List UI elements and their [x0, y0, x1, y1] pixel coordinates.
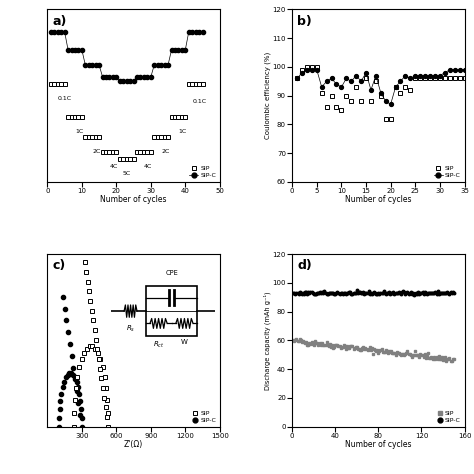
Text: 1C: 1C: [75, 129, 83, 135]
Text: 2C: 2C: [161, 149, 170, 154]
Text: c): c): [53, 259, 66, 273]
Text: 5C: 5C: [123, 172, 131, 176]
Text: 4C: 4C: [109, 164, 118, 169]
X-axis label: Number of cycles: Number of cycles: [100, 195, 167, 204]
Text: b): b): [297, 15, 312, 27]
Text: 1C: 1C: [178, 129, 187, 135]
X-axis label: Z'(Ω): Z'(Ω): [124, 440, 143, 449]
Text: a): a): [53, 15, 67, 27]
X-axis label: Number of cycles: Number of cycles: [345, 195, 411, 204]
Legend: SIP, SIP-C: SIP, SIP-C: [188, 165, 217, 179]
Text: 4C: 4C: [144, 164, 152, 169]
Text: 0.1C: 0.1C: [58, 96, 72, 101]
Text: d): d): [297, 259, 312, 273]
Legend: SIP, SIP-C: SIP, SIP-C: [436, 410, 461, 423]
Legend: SIP, SIP-C: SIP, SIP-C: [433, 165, 461, 179]
Text: 2C: 2C: [92, 149, 100, 154]
X-axis label: Number of cycles: Number of cycles: [345, 440, 411, 449]
Text: 0.1C: 0.1C: [192, 100, 206, 104]
Y-axis label: Discharge capacity (mAh g⁻¹): Discharge capacity (mAh g⁻¹): [264, 291, 271, 390]
Legend: SIP, SIP-C: SIP, SIP-C: [191, 410, 217, 423]
Y-axis label: Coulombic efficiency (%): Coulombic efficiency (%): [264, 52, 271, 139]
